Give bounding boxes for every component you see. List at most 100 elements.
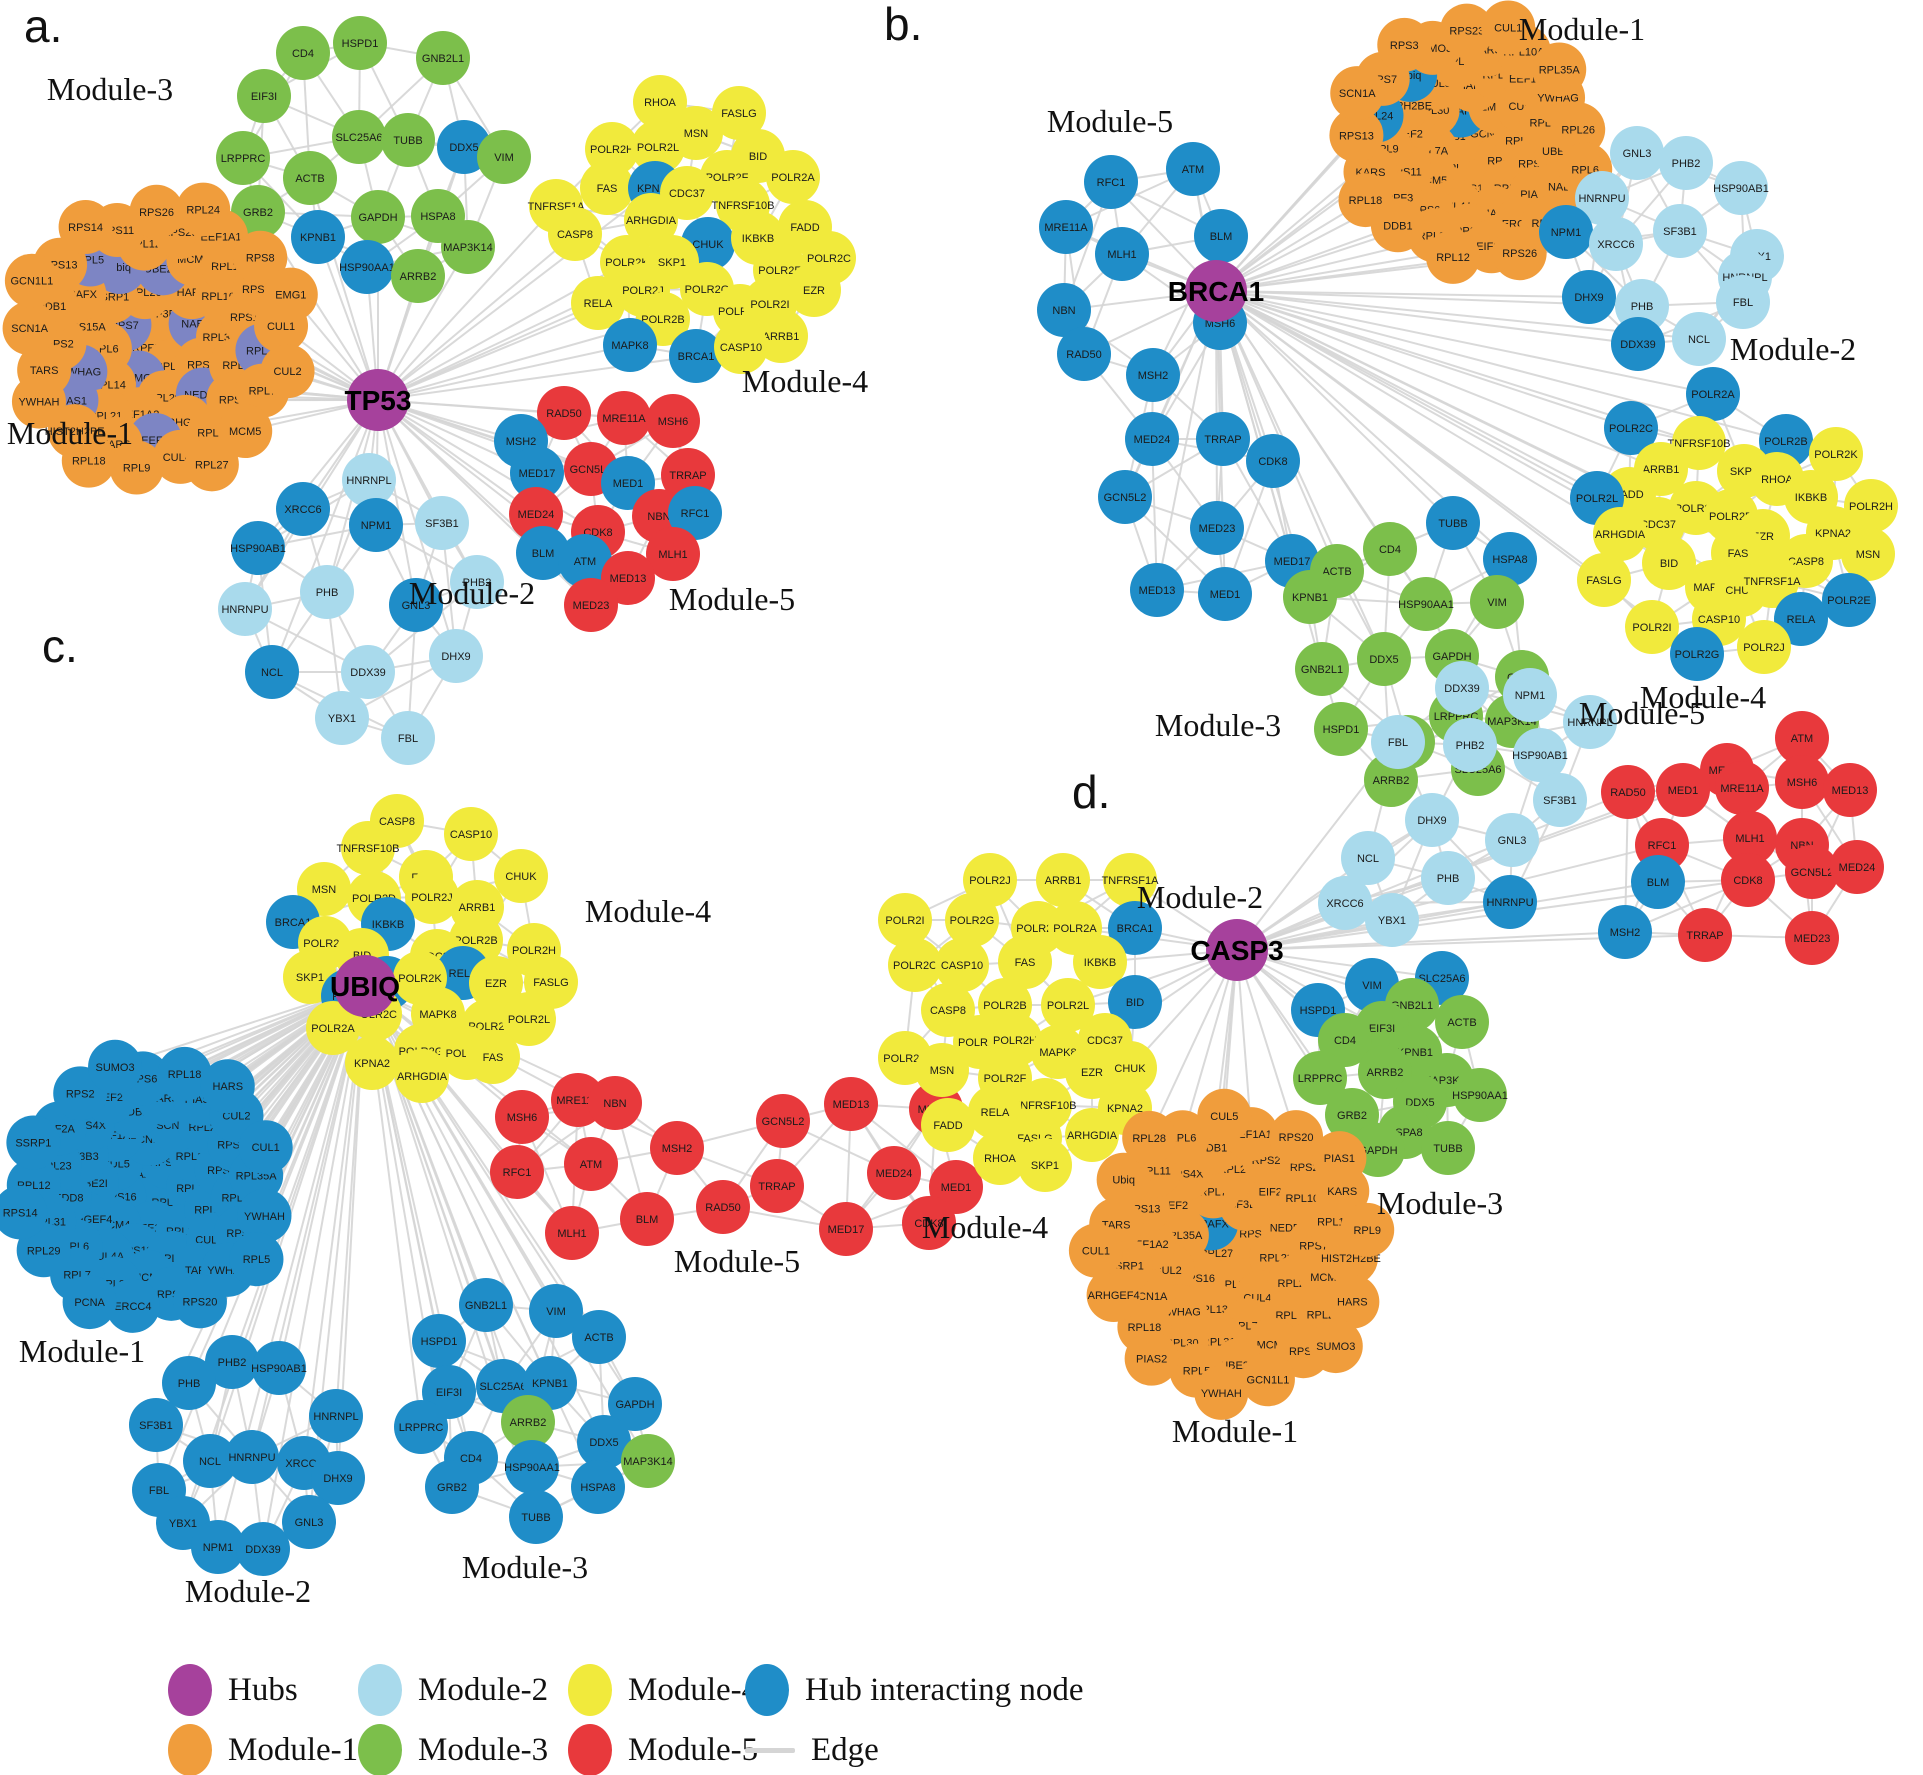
gene-label: SLC25A6 (479, 1381, 526, 1393)
gene-node (1577, 553, 1631, 607)
gene-label: ARHGDIA (397, 1071, 448, 1083)
gene-node (1625, 600, 1679, 654)
gene-node (172, 1274, 227, 1329)
gene-label: POLR2G (685, 284, 730, 296)
gene-node (1672, 312, 1726, 366)
gene-label: ARRB1 (459, 902, 496, 914)
gene-node (88, 1039, 143, 1094)
gene-node (1841, 527, 1895, 581)
gene-node (1018, 1138, 1072, 1192)
gene-label: ACTB (1322, 566, 1351, 578)
gene-node (282, 1495, 336, 1549)
gene-label: PHB2 (218, 1357, 247, 1369)
gene-label: RELA (1787, 614, 1816, 626)
gene-label: DHX9 (1574, 292, 1603, 304)
gene-node (263, 267, 318, 322)
gene-label: TNFRSF10B (1014, 1100, 1077, 1112)
gene-node (459, 1278, 513, 1332)
gene-node (1096, 1152, 1151, 1207)
gene-label: XRCC6 (284, 504, 321, 516)
gene-label: RPS20 (183, 1296, 218, 1308)
gene-label: RPL9 (1353, 1225, 1381, 1237)
module-label: Module-1 (7, 415, 133, 451)
gene-label: POLR2A (771, 172, 815, 184)
gene-node (332, 110, 386, 164)
gene-node (245, 645, 299, 699)
gene-label: POLR2B (983, 1000, 1026, 1012)
gene-label: HSPA8 (420, 211, 455, 223)
gene-node (311, 1451, 365, 1505)
gene-label: EIF3I (1369, 1023, 1395, 1035)
gene-label: RPL29 (27, 1245, 61, 1257)
gene-node (349, 498, 403, 552)
gene-label: MED23 (1199, 523, 1236, 535)
gene-label: ARRB1 (1045, 875, 1082, 887)
gene-label: CHUK (1114, 1063, 1146, 1075)
gene-label: YBX1 (328, 713, 356, 725)
gene-label: PHB (1437, 873, 1460, 885)
gene-label: SLC25A6 (1418, 973, 1465, 985)
gene-node (345, 1036, 399, 1090)
gene-node (588, 1076, 642, 1130)
gene-node (341, 821, 395, 875)
gene-node (935, 938, 989, 992)
gene-label: POLR2C (807, 253, 851, 265)
gene-label: FASLG (1586, 575, 1621, 587)
gene-label: GCN5L2 (1104, 492, 1147, 504)
gene-label: KPNB1 (300, 232, 336, 244)
gene-node (510, 446, 564, 500)
gene-node (412, 1314, 466, 1368)
gene-node (1656, 763, 1710, 817)
gene-label: POLR2E (758, 265, 801, 277)
gene-label: YWHAH (244, 1211, 285, 1223)
edge (271, 399, 379, 673)
gene-label: KPNB1 (1292, 592, 1328, 604)
gene-label: MED24 (518, 509, 555, 521)
gene-node (229, 1232, 284, 1287)
gene-node (608, 1377, 662, 1431)
gene-node (233, 230, 288, 285)
gene-node (1716, 275, 1770, 329)
gene-node (621, 1434, 675, 1488)
legend-label: Module-3 (418, 1731, 549, 1768)
gene-label: CASP10 (941, 960, 983, 972)
gene-label: IKBKB (1084, 957, 1116, 969)
gene-label: IKBKB (1795, 492, 1827, 504)
gene-label: MSN (930, 1065, 955, 1077)
gene-label: CASP8 (557, 229, 593, 241)
gene-label: SUMO3 (95, 1062, 134, 1074)
gene-label: FAS (597, 183, 618, 195)
gene-node (620, 1192, 674, 1246)
gene-label: PHB2 (1672, 158, 1701, 170)
gene-node (1283, 570, 1337, 624)
gene-label: MED13 (1832, 785, 1869, 797)
gene-label: MED13 (833, 1099, 870, 1111)
gene-label: HARS (212, 1081, 243, 1093)
legend-item-edge: Edge (745, 1722, 879, 1775)
gene-label: CHUK (505, 871, 537, 883)
module-label: Module-2 (1730, 331, 1856, 367)
gene-node (1246, 434, 1300, 488)
gene-node (1659, 136, 1713, 190)
gene-label: HSP90AB1 (251, 1363, 307, 1375)
gene-node (1295, 642, 1349, 696)
gene-label: EZR (485, 978, 507, 990)
gene-label: GRB2 (1337, 1110, 1367, 1122)
gene-label: CASP8 (930, 1005, 966, 1017)
module-5-swatch-icon (568, 1724, 612, 1775)
gene-label: MAP3K14 (623, 1456, 673, 1468)
gene-label: GAPDH (358, 212, 397, 224)
gene-label: CD4 (460, 1453, 482, 1465)
module-3-swatch-icon (358, 1724, 402, 1775)
gene-label: DHX9 (441, 651, 470, 663)
gene-label: XRCC6 (1597, 239, 1634, 251)
gene-label: RPL26 (1561, 124, 1595, 136)
gene-node (218, 582, 272, 636)
gene-label: RPS2 (66, 1088, 95, 1100)
gene-label: NCL (261, 667, 283, 679)
gene-node (306, 1001, 360, 1055)
gene-node (1314, 702, 1368, 756)
gene-node (162, 1356, 216, 1410)
gene-node (283, 151, 337, 205)
gene-label: CASP10 (1698, 614, 1740, 626)
